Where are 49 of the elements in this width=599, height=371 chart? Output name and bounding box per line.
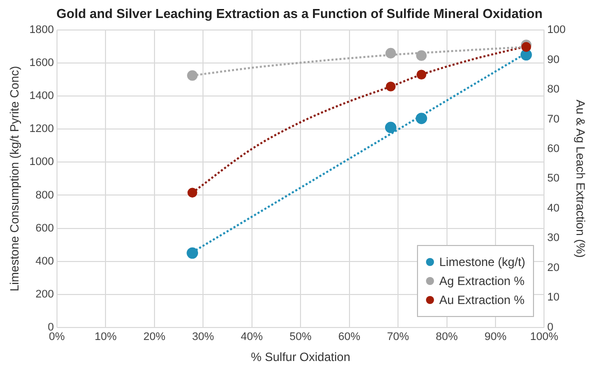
point — [187, 70, 198, 81]
x-tick-label: 60% — [338, 331, 361, 344]
y-tick-label: 800 — [36, 189, 54, 202]
y2-tick-label: 100 — [547, 24, 566, 36]
y2-tick-label: 40 — [547, 202, 560, 214]
y-tick-label: 1000 — [29, 156, 54, 168]
y-tick-label: 200 — [36, 288, 54, 300]
chart-title: Gold and Silver Leaching Extraction as a Function of Sulfide Mineral Oxidation — [55, 6, 544, 21]
point — [186, 247, 198, 259]
y-tick-label: 600 — [36, 222, 54, 234]
x-tick-label: 40% — [240, 331, 264, 344]
x-tick-label: 100% — [530, 331, 559, 344]
y2-tick-label: 30 — [547, 232, 560, 244]
x-tick-label: 80% — [436, 331, 458, 344]
y2-tick-label: 70 — [547, 113, 560, 126]
y-tick-label: 400 — [36, 255, 54, 268]
y2-tick-label: 50 — [547, 172, 560, 185]
point — [386, 82, 396, 92]
x-axis-title: % Sulfur Oxidation — [250, 350, 350, 364]
x-tick-label: 30% — [192, 331, 214, 344]
x-tick-label: 10% — [94, 331, 117, 344]
y2-tick-label: 0 — [547, 321, 554, 334]
point — [416, 112, 428, 124]
y2-tick-label: 10 — [547, 292, 560, 304]
x-tick-label: 20% — [143, 331, 166, 344]
y-tick-label: 1200 — [29, 123, 54, 136]
point — [385, 122, 396, 134]
y-axis-title: Limestone Consumption (kg/t Pyrite Conc) — [8, 66, 22, 292]
y2-tick-label: 90 — [547, 54, 560, 66]
legend-label: Au Extraction % — [438, 293, 526, 308]
y-tick-label: 1800 — [29, 24, 54, 36]
x-tick-label: 90% — [484, 331, 507, 344]
point — [385, 48, 396, 58]
x-tick-label: 70% — [387, 331, 410, 344]
point — [521, 42, 532, 52]
legend-label: Ag Extraction % — [438, 274, 526, 288]
point — [416, 70, 426, 80]
y-tick-label: 1400 — [29, 90, 54, 102]
x-tick-label: 0% — [48, 331, 66, 344]
point — [416, 50, 427, 61]
y2-tick-label: 20 — [547, 262, 560, 274]
y2-tick-label: 60 — [547, 142, 560, 155]
point — [187, 188, 198, 198]
y-tick-label: 1600 — [29, 57, 54, 70]
y2-tick-label: 80 — [547, 84, 560, 96]
y-tick-label: 0 — [48, 321, 54, 334]
y2-axis-title: Au & Ag Leach Extraction (%) — [573, 100, 588, 258]
legend-label: Limestone (kg/t) — [438, 255, 526, 270]
x-tick-label: 50% — [290, 331, 312, 344]
